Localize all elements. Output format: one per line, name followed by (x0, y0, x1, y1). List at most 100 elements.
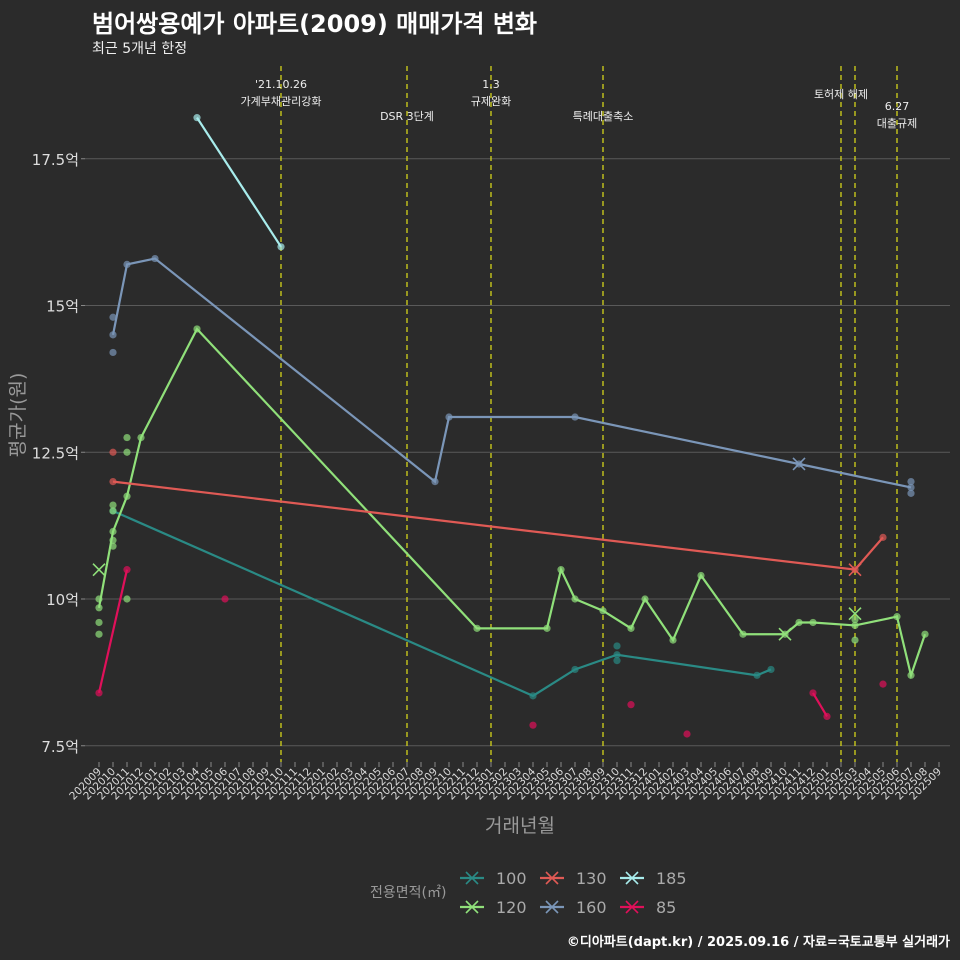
data-point-120 (109, 542, 117, 550)
data-point-120 (739, 630, 747, 638)
data-point-120 (893, 613, 901, 621)
data-point-120 (921, 630, 929, 638)
data-point-160 (907, 483, 915, 492)
data-point-120 (627, 624, 635, 632)
data-point-120 (109, 536, 117, 544)
data-point-120 (473, 624, 481, 632)
data-point-120 (851, 621, 859, 630)
data-point-120 (641, 595, 649, 603)
data-point-160 (123, 260, 131, 269)
data-point-120 (697, 571, 705, 580)
data-point-85 (823, 712, 831, 721)
series-line-185 (196, 117, 282, 248)
event-label: 6.27 (885, 100, 910, 113)
legend-label: 120 (496, 898, 527, 917)
legend-key-cross (465, 871, 479, 885)
event-label: 토허제 해제 (814, 87, 868, 101)
cross-marker-120 (92, 563, 106, 577)
data-point-160 (109, 331, 117, 339)
cross-marker-120 (778, 627, 792, 641)
legend-key-cross (545, 900, 559, 914)
data-point-120 (123, 433, 131, 442)
cross-stroke (625, 900, 639, 914)
data-point-120 (851, 615, 859, 624)
data-point-100 (613, 651, 621, 659)
event-label: 특례대출축소 (573, 110, 634, 123)
y-tick-label: 17.5억 (32, 151, 79, 169)
data-point-100 (613, 657, 621, 665)
data-point-160 (431, 478, 439, 486)
data-point-120 (95, 630, 103, 638)
data-point-100 (529, 692, 537, 700)
data-point-85 (627, 701, 635, 709)
cross-stroke (625, 871, 639, 885)
source-footer: ©디아파트(dapt.kr) / 2025.09.16 / 자료=국토교통부 실… (566, 935, 950, 950)
y-tick-label: 10억 (46, 591, 79, 609)
series-line-120 (97, 327, 927, 680)
series-line-130 (112, 480, 884, 571)
data-point-160 (445, 413, 453, 421)
legend-label: 185 (656, 869, 687, 888)
data-point-120 (543, 624, 551, 632)
data-point-85 (809, 689, 817, 697)
data-point-120 (907, 671, 915, 679)
data-point-185 (277, 243, 285, 251)
data-point-120 (109, 501, 117, 509)
data-point-120 (123, 595, 131, 603)
cross-stroke (465, 871, 479, 885)
legend-key-cross (465, 900, 479, 914)
data-point-130 (109, 478, 117, 486)
series-line-160 (111, 257, 912, 489)
event-label: 가계부채관리강화 (241, 95, 322, 108)
data-point-120 (95, 604, 103, 612)
data-point-85 (123, 566, 131, 574)
legend-label: 100 (496, 869, 527, 888)
data-point-160 (907, 478, 915, 486)
data-point-120 (95, 595, 103, 603)
legend-key-cross (545, 871, 559, 885)
data-point-100 (571, 665, 579, 674)
y-axis-title: 평균가(원) (7, 373, 29, 458)
data-point-130 (879, 533, 887, 541)
data-point-120 (851, 636, 859, 644)
data-point-120 (109, 507, 117, 515)
data-point-85 (529, 721, 537, 729)
data-point-160 (109, 313, 117, 321)
series-line-85 (812, 692, 828, 717)
cross-marker-160 (792, 457, 806, 471)
data-point-120 (95, 618, 103, 627)
data-point-120 (795, 618, 803, 627)
data-point-120 (809, 618, 817, 627)
y-tick-label: 12.5억 (32, 444, 79, 462)
cross-stroke (792, 457, 806, 471)
y-tick-label: 7.5억 (41, 738, 79, 756)
data-point-120 (193, 325, 201, 333)
legend-label: 85 (656, 898, 676, 917)
chart-title: 범어쌍용예가 아파트(2009) 매매가격 변화 (92, 10, 537, 38)
data-point-120 (571, 595, 579, 603)
event-label: 1.3 (482, 78, 500, 91)
legend-label: 160 (576, 898, 607, 917)
cross-stroke (848, 563, 862, 577)
data-point-120 (599, 607, 607, 615)
data-point-85 (95, 689, 103, 697)
event-label: DSR 3단계 (380, 110, 434, 123)
cross-marker-120 (848, 607, 862, 621)
data-point-120 (123, 492, 131, 500)
data-point-185 (193, 114, 201, 122)
cross-marker-130 (848, 563, 862, 577)
legend-label: 130 (576, 869, 607, 888)
cross-stroke (92, 563, 106, 577)
data-point-120 (123, 448, 131, 456)
cross-stroke (545, 900, 559, 914)
event-label: 대출규제 (877, 117, 917, 130)
cross-stroke (848, 607, 862, 621)
data-point-120 (557, 566, 565, 574)
data-point-160 (907, 489, 915, 497)
cross-stroke (545, 871, 559, 885)
data-point-100 (753, 671, 761, 679)
data-point-130 (109, 448, 117, 456)
data-point-120 (669, 636, 677, 644)
